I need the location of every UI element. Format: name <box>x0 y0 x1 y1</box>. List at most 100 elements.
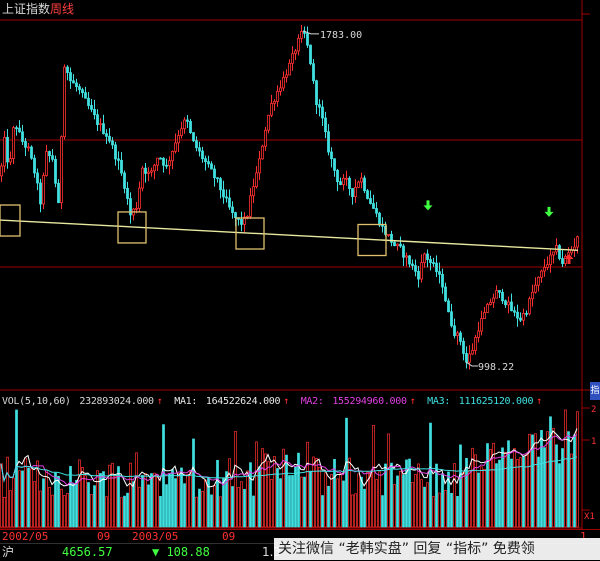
candle-body <box>150 170 153 173</box>
candle-body <box>198 147 201 152</box>
volume-bar <box>171 469 174 528</box>
volume-bar <box>189 470 192 528</box>
candle-body <box>402 245 405 258</box>
volume-bar <box>396 475 399 528</box>
volume-bar <box>327 485 330 528</box>
candle-body <box>450 311 453 327</box>
support-box <box>357 223 387 257</box>
candle-body <box>540 270 543 278</box>
volume-bar <box>108 464 111 528</box>
volume-bar <box>573 434 576 528</box>
candle-body <box>201 150 204 160</box>
volume-bar <box>87 482 90 528</box>
ma3-line <box>0 456 578 483</box>
candle-body <box>135 208 138 210</box>
y-axis-label: 1 <box>591 437 596 447</box>
candle-body <box>363 177 366 192</box>
candle-body <box>522 312 525 321</box>
candle-body <box>252 186 255 197</box>
volume-bar <box>369 472 372 528</box>
volume-bar <box>57 475 60 528</box>
volume-bar <box>525 454 528 528</box>
volume-bar <box>345 417 348 528</box>
volume-bar <box>306 441 309 528</box>
volume-bar <box>54 472 57 528</box>
candle-body <box>276 91 279 102</box>
volume-bar <box>198 488 201 528</box>
time-axis-label: 2003/05 <box>132 530 179 543</box>
volume-bar <box>477 472 480 528</box>
watermark-banner: 关注微信 “老韩实盘” 回复 “指标” 免费领 <box>274 538 600 560</box>
volume-bar <box>156 474 159 528</box>
candle-body <box>279 87 282 92</box>
candle-body <box>261 145 264 160</box>
candle-body <box>300 31 303 39</box>
candle-body <box>174 142 177 152</box>
candle-body <box>66 66 69 73</box>
volume-bar <box>159 495 162 528</box>
candle-body <box>171 150 174 162</box>
candle-body <box>285 74 288 78</box>
volume-bar <box>282 448 285 528</box>
candle-body <box>438 271 441 275</box>
candle-body <box>153 164 156 172</box>
volume-bar <box>507 440 510 528</box>
candle-body <box>552 251 555 256</box>
volume-bar <box>516 459 519 528</box>
volume-bar <box>309 470 312 528</box>
volume-bar <box>60 488 63 528</box>
volume-bar <box>123 495 126 528</box>
volume-bar <box>153 472 156 528</box>
volume-bar <box>540 430 543 528</box>
volume-bar <box>456 496 459 528</box>
volume-bar <box>237 487 240 528</box>
candle-body <box>54 158 57 184</box>
volume-bar <box>135 452 138 528</box>
volume-bar <box>219 496 222 528</box>
candle-body <box>93 109 96 116</box>
volume-bar <box>471 447 474 528</box>
market-label: 沪 <box>2 545 15 559</box>
candle-body <box>396 243 399 247</box>
candle-body <box>270 103 273 116</box>
sell-arrow-icon <box>564 253 574 264</box>
candle-body <box>36 172 39 184</box>
volume-bar <box>99 473 102 528</box>
volume-bar <box>432 496 435 528</box>
volume-bar <box>411 482 414 528</box>
indicator-tab[interactable]: 指 <box>590 382 600 400</box>
candle-body <box>453 325 456 336</box>
candle-body <box>357 181 360 188</box>
candle-body <box>147 171 150 174</box>
candle-body <box>87 97 90 106</box>
candle-body <box>342 177 345 185</box>
candle-body <box>348 177 351 189</box>
volume-bar <box>6 456 9 528</box>
candle-body <box>354 186 357 198</box>
candle-body <box>180 128 183 136</box>
volume-bar <box>42 478 45 528</box>
candle-body <box>120 159 123 174</box>
candle-body <box>240 219 243 225</box>
candle-body <box>543 267 546 272</box>
candle-body <box>30 146 33 159</box>
volume-bar <box>93 485 96 528</box>
volume-bar <box>225 471 228 528</box>
candle-body <box>186 119 189 122</box>
volume-bar <box>3 497 6 528</box>
candle-body <box>264 129 267 147</box>
volume-bar <box>330 474 333 528</box>
support-box <box>117 211 147 244</box>
candle-body <box>492 297 495 303</box>
candle-body <box>57 182 60 204</box>
candle-body <box>564 256 567 265</box>
volume-bar <box>504 451 507 528</box>
volume-bar <box>351 494 354 528</box>
candle-body <box>33 157 36 174</box>
volume-bar <box>66 493 69 528</box>
volume-bar <box>336 478 339 528</box>
volume-bar <box>318 466 321 528</box>
volume-bar <box>453 463 456 528</box>
volume-bar <box>36 460 39 528</box>
